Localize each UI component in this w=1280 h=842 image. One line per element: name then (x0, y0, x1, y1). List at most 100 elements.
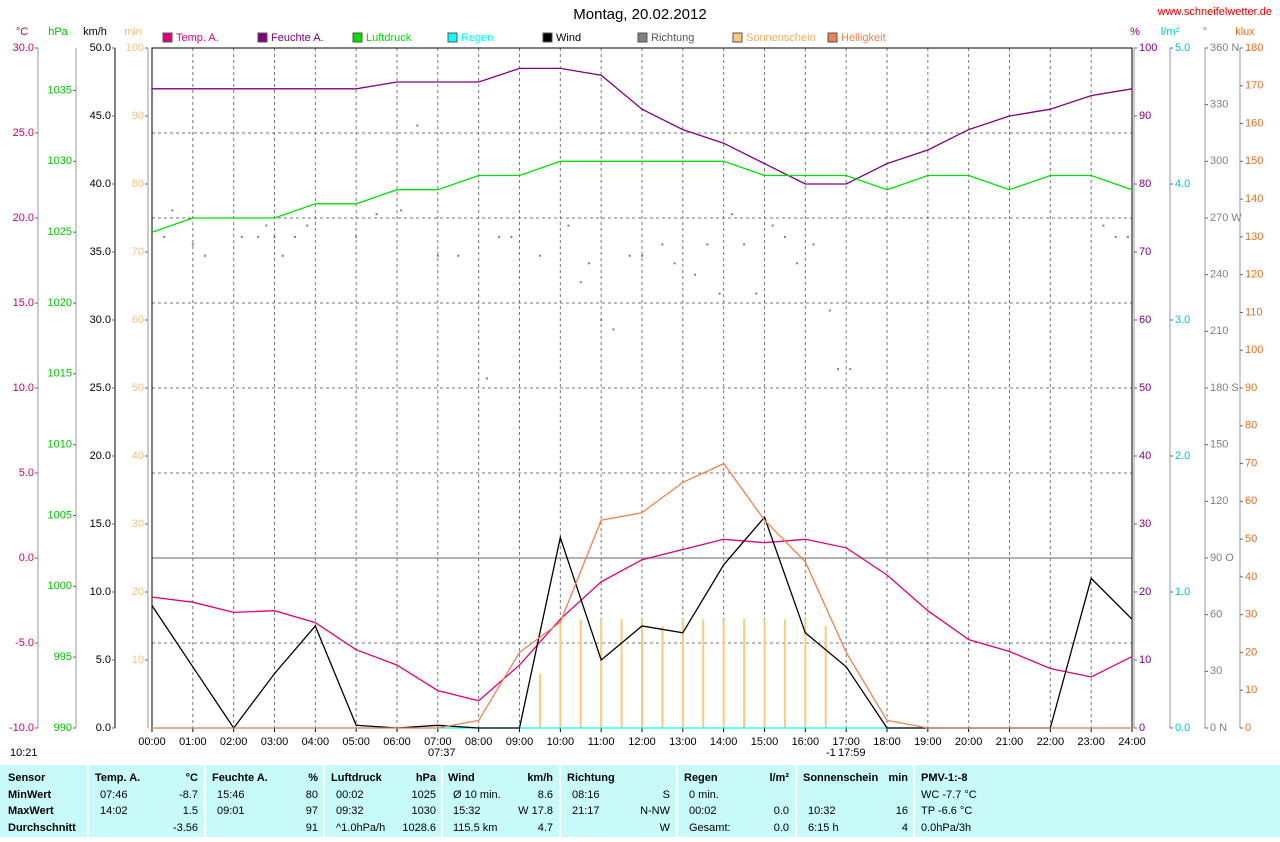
point (204, 254, 207, 257)
table-cell: 00:02 (689, 805, 717, 817)
y-tick-label: 330 (1210, 99, 1228, 111)
point (375, 213, 378, 216)
y-tick-label: 20.0 (13, 212, 34, 224)
table-cell: 14:02 (100, 805, 128, 817)
table-cell: TP -6.6 °C (921, 805, 972, 817)
point (771, 224, 774, 227)
bar (559, 619, 562, 728)
table-cell: 6:15 h (808, 822, 839, 834)
point (849, 368, 852, 371)
y-tick-label: 270 W (1210, 212, 1242, 224)
source: www.schneifelwetter.de (1157, 6, 1272, 18)
axis-label: ° (1203, 26, 1207, 38)
legend-swatch (447, 32, 458, 43)
legend-swatch (257, 32, 268, 43)
column-header: Wind (448, 772, 475, 784)
point (498, 235, 501, 238)
axis-label: klux (1235, 26, 1255, 38)
table-cell: WC -7.7 °C (921, 789, 977, 801)
y-tick-label: 10 (1245, 684, 1257, 696)
y-tick-label: 45.0 (90, 110, 111, 122)
column-unit: min (888, 772, 908, 784)
y-tick-label: 995 (54, 651, 72, 663)
point (510, 235, 513, 238)
chart-title: Montag, 20.02.2012 (573, 6, 706, 23)
point (783, 235, 786, 238)
y-tick-label: 15.0 (13, 297, 34, 309)
y-tick-label: 100 (1139, 42, 1157, 54)
y-tick-label: 1025 (48, 226, 72, 238)
y-tick-label: 10 (132, 654, 144, 666)
y-tick-label: 1.0 (1175, 586, 1190, 598)
legend-label: Richtung (651, 32, 694, 44)
x-tick-label: 12:00 (628, 736, 656, 748)
point (240, 235, 243, 238)
y-tick-label: 110 (1245, 306, 1263, 318)
table-cell: 8.6 (538, 789, 553, 801)
x-tick-label: 00:00 (138, 736, 166, 748)
bar (579, 619, 582, 728)
axis-label: hPa (48, 26, 68, 38)
legend-label: Regen (461, 32, 493, 44)
axis-label: l/m² (1161, 26, 1180, 38)
bar (538, 673, 541, 728)
x-tick-label: 22:00 (1037, 736, 1065, 748)
column-header: Feuchte A. (212, 772, 268, 784)
y-tick-label: 0.0 (1175, 722, 1190, 734)
point (755, 292, 758, 295)
point (600, 319, 603, 321)
point (416, 124, 419, 127)
table-cell: 15:32 (453, 805, 481, 817)
y-tick-label: 2.0 (1175, 450, 1190, 462)
x-tick-label: 19:00 (914, 736, 942, 748)
y-tick-label: 180 (1245, 42, 1263, 54)
bar (620, 619, 623, 728)
y-tick-label: 90 O (1210, 552, 1234, 564)
point (661, 243, 664, 246)
point (191, 243, 194, 246)
point (257, 235, 260, 238)
bar (824, 626, 827, 728)
series-line (152, 462, 1132, 729)
bar (722, 619, 725, 728)
table-cell: 00:02 (336, 789, 364, 801)
point (641, 254, 643, 257)
table-cell: ^1.0hPa/h (336, 822, 385, 834)
annotation: 07:37 (428, 747, 456, 759)
table-cell: 1030 (412, 805, 436, 817)
x-tick-label: 01:00 (179, 736, 207, 748)
annotation: 17:59 (838, 747, 866, 759)
bar (661, 626, 664, 728)
legend-swatch (352, 32, 363, 43)
x-tick-label: 08:00 (465, 736, 493, 748)
y-tick-label: 40 (132, 450, 144, 462)
y-tick-label: 100 (1245, 344, 1263, 356)
point (400, 209, 403, 212)
point (273, 235, 276, 238)
bar (600, 619, 603, 728)
point (293, 235, 296, 238)
y-tick-label: 130 (1245, 231, 1263, 243)
axis-label: min (124, 26, 142, 38)
point (171, 209, 174, 212)
point (706, 243, 709, 246)
legend-label: Temp. A. (176, 32, 219, 44)
point (457, 254, 460, 257)
y-tick-label: 1020 (48, 297, 72, 309)
point (538, 254, 541, 257)
legend-label: Helligkeit (841, 32, 886, 44)
table-cell: 0 min. (689, 789, 719, 801)
annotation: 10:21 (10, 747, 38, 759)
point (628, 254, 631, 257)
x-tick-label: 21:00 (996, 736, 1024, 748)
table-cell: 07:46 (100, 789, 128, 801)
y-tick-label: 25.0 (13, 127, 34, 139)
y-tick-label: 50 (132, 382, 144, 394)
column-unit: % (308, 772, 318, 784)
table-cell: N-NW (640, 805, 671, 817)
x-tick-label: 17:00 (832, 736, 860, 748)
legend-label: Feuchte A. (271, 32, 324, 44)
y-tick-label: 180 S (1210, 382, 1239, 394)
y-tick-label: 30 (1210, 665, 1222, 677)
column-unit: l/m² (769, 772, 789, 784)
